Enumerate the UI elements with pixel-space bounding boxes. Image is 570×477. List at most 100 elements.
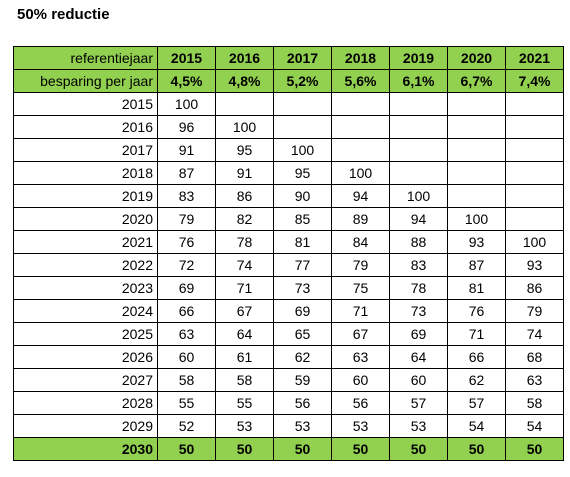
table-cell: 63	[505, 368, 564, 392]
table-row: 2020 79 82 85 89 94 100	[13, 207, 564, 231]
table-row: 2015 100	[13, 92, 564, 116]
table-cell	[505, 161, 564, 185]
table-cell: 58	[157, 368, 216, 392]
table-cell	[389, 161, 448, 185]
table-cell: 55	[157, 391, 216, 415]
table-cell	[447, 138, 506, 162]
table-cell: 91	[215, 161, 274, 185]
table-row: 2023 69 71 73 75 78 81 86	[13, 276, 564, 300]
table-cell: 6,7%	[447, 69, 506, 93]
table-cell: 83	[157, 184, 216, 208]
table-cell: 69	[273, 299, 332, 323]
table-cell: 95	[273, 161, 332, 185]
table-cell: 88	[389, 230, 448, 254]
table-cell: 7,4%	[505, 69, 564, 93]
table-cell: 69	[157, 276, 216, 300]
table-cell: 53	[215, 414, 274, 438]
table-cell: 61	[215, 345, 274, 369]
table-cell: 60	[389, 368, 448, 392]
table-cell: 74	[505, 322, 564, 346]
table-cell: 65	[273, 322, 332, 346]
table-cell: 53	[331, 414, 390, 438]
table-cell: 2018	[331, 46, 390, 70]
table-cell: 93	[447, 230, 506, 254]
table-cell: 50	[447, 437, 506, 461]
table-cell: 68	[505, 345, 564, 369]
table-cell: 67	[331, 322, 390, 346]
row-label: 2025	[13, 322, 158, 346]
table-cell	[447, 161, 506, 185]
table-cell: 100	[505, 230, 564, 254]
table-cell: 58	[505, 391, 564, 415]
table-cell	[505, 92, 564, 116]
table-cell: 89	[331, 207, 390, 231]
header-row: referentiejaar 2015 2016 2017 2018 2019 2020 20…	[13, 46, 564, 70]
table-cell: 86	[215, 184, 274, 208]
table-cell: 78	[215, 230, 274, 254]
table-cell: 66	[157, 299, 216, 323]
table-cell: 50	[215, 437, 274, 461]
table-cell: 100	[215, 115, 274, 139]
table-cell: 50	[157, 437, 216, 461]
row-label: 2022	[13, 253, 158, 277]
table-cell: 54	[447, 414, 506, 438]
row-label: besparing per jaar	[13, 69, 158, 93]
table-cell	[215, 92, 274, 116]
table-cell: 4,8%	[215, 69, 274, 93]
table-cell: 71	[215, 276, 274, 300]
total-row: 2030 50 50 50 50 50 50 50	[13, 437, 564, 461]
table-cell: 5,2%	[273, 69, 332, 93]
table-row: 2016 96 100	[13, 115, 564, 139]
table-cell	[331, 115, 390, 139]
table-cell: 85	[273, 207, 332, 231]
table-row: 2025 63 64 65 67 69 71 74	[13, 322, 564, 346]
table-cell: 100	[389, 184, 448, 208]
table-cell: 74	[215, 253, 274, 277]
row-label: 2015	[13, 92, 158, 116]
table-cell: 87	[157, 161, 216, 185]
table-cell: 94	[331, 184, 390, 208]
table-cell: 64	[215, 322, 274, 346]
table-cell: 66	[447, 345, 506, 369]
table-cell	[389, 115, 448, 139]
row-label: 2026	[13, 345, 158, 369]
table-cell: 67	[215, 299, 274, 323]
table-cell: 83	[389, 253, 448, 277]
row-label: 2021	[13, 230, 158, 254]
table-cell: 86	[505, 276, 564, 300]
table-cell: 58	[215, 368, 274, 392]
table-cell	[273, 115, 332, 139]
reduction-table: referentiejaar 2015 2016 2017 2018 2019 2020 20…	[13, 46, 564, 461]
table-cell	[447, 92, 506, 116]
table-cell: 56	[273, 391, 332, 415]
row-label: 2016	[13, 115, 158, 139]
table-cell: 82	[215, 207, 274, 231]
table-cell: 100	[331, 161, 390, 185]
table-cell: 81	[273, 230, 332, 254]
table-cell: 100	[447, 207, 506, 231]
table-cell: 79	[331, 253, 390, 277]
table-cell: 54	[505, 414, 564, 438]
table-cell	[389, 138, 448, 162]
table-cell	[389, 92, 448, 116]
table-cell	[447, 184, 506, 208]
table-cell: 75	[331, 276, 390, 300]
table-row: 2027 58 58 59 60 60 62 63	[13, 368, 564, 392]
table-cell: 2017	[273, 46, 332, 70]
table-cell: 60	[331, 368, 390, 392]
table-cell	[505, 115, 564, 139]
table-row: 2028 55 55 56 56 57 57 58	[13, 391, 564, 415]
row-label: 2028	[13, 391, 158, 415]
table-cell	[273, 92, 332, 116]
table-cell: 2021	[505, 46, 564, 70]
table-cell: 64	[389, 345, 448, 369]
table-cell	[331, 138, 390, 162]
table-cell	[447, 115, 506, 139]
table-cell: 50	[273, 437, 332, 461]
row-label: 2024	[13, 299, 158, 323]
table-cell: 57	[389, 391, 448, 415]
table-cell: 5,6%	[331, 69, 390, 93]
table-cell: 95	[215, 138, 274, 162]
page-title: 50% reductie	[17, 6, 110, 23]
table-cell: 50	[505, 437, 564, 461]
